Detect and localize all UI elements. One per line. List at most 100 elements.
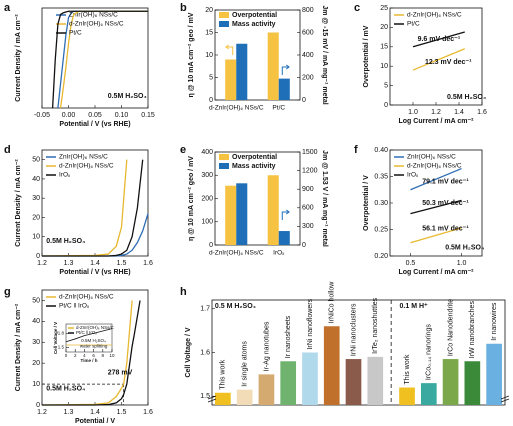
legend-label: Mass activity (232, 21, 276, 28)
y-tick-label: 0 (36, 253, 40, 260)
legend-label: ZnIr(OH)₆ NSs/C (407, 154, 456, 161)
x-tick-label: 1.4 (90, 260, 100, 267)
bar-label: IrTe₂ nanoshuttles (372, 297, 379, 354)
legend-swatch (219, 163, 229, 169)
y-tick-label: 15 (380, 44, 388, 51)
y-tick-label: 100 (201, 219, 213, 226)
y-tick-label: 0 (209, 97, 213, 104)
y-tick-label: 1.8 (58, 331, 65, 336)
panel-letter: d (4, 144, 11, 156)
legend-label: ZnIr(OH)₆ NSs/C (69, 12, 118, 19)
annotation: 56.1 mV dec⁻¹ (422, 225, 469, 232)
y-tick-label: 40 (32, 176, 40, 183)
y2-tick-label: 600 (302, 205, 314, 212)
bar (367, 356, 384, 405)
y2-tick-label: 800 (302, 7, 314, 14)
annotation: 0.5M H₂SO₄ (81, 338, 106, 343)
y-axis-title: Current Density / mA cm⁻² (15, 159, 22, 247)
bar-label: Ir nanowires (491, 302, 498, 341)
y-tick-label: 10 (32, 234, 40, 241)
x-axis-title: Potential / V (vs RHE) (59, 121, 130, 128)
y-axis-title: Overpotential / mV (363, 25, 370, 87)
x-tick-label: 1.6 (477, 109, 487, 116)
y-tick-label: 50 (32, 297, 40, 304)
y2-tick-label: 0 (302, 97, 306, 104)
bar (225, 59, 237, 100)
bar (464, 361, 481, 405)
y2-tick-label: 1200 (302, 167, 318, 174)
panel-letter: g (4, 286, 11, 298)
y-tick-label: 20 (32, 214, 40, 221)
y-axis-title: Current Density / mA cm⁻² (15, 14, 22, 102)
bar (486, 343, 502, 405)
data-line (412, 31, 465, 48)
legend-label: ZnIr(OH)₆ NSs/C (59, 154, 108, 161)
legend-label: IrOₓ (59, 172, 71, 179)
annotation: 12.3 mV dec⁻¹ (425, 59, 472, 66)
panel: f 0.5 1.0 0.20 0.25 0.30 0.35 0.40 Log Current /… (354, 144, 484, 276)
legend-label: d-ZnIr(OH)₆ NSs/C (407, 163, 462, 170)
y2-tick-label: 0 (302, 242, 306, 249)
bar (215, 392, 231, 405)
annotation: 0.5M H₂SO₄ (46, 386, 85, 393)
bar (267, 32, 279, 100)
y-tick-label: 1.7 (200, 306, 210, 313)
arrow (225, 189, 234, 200)
panel-letter: e (180, 144, 186, 156)
y-axis-title: Overpotential / V (363, 175, 370, 231)
legend-swatch (219, 154, 229, 160)
annotation: 9.6 mV dec⁻¹ (418, 36, 461, 43)
y-tick-label: 0 (209, 242, 213, 249)
bar-label: IrW nanobranches (469, 301, 476, 359)
bar-label: IrCo Nanodendrite (447, 299, 454, 356)
x-tick-label: 0.05 (88, 112, 102, 119)
y-tick-label: 50 (32, 156, 40, 163)
y-tick-label: 5 (209, 74, 213, 81)
y2-axis-title: Jm @ 1.53 V / mA mg⁻¹ metal (321, 150, 328, 247)
legend-label: d-ZnIr(OH)₆ NSs/C (59, 163, 114, 170)
axis-break (207, 395, 217, 403)
panel-letter: f (354, 144, 358, 156)
x-tick-label: 1.5 (117, 260, 127, 267)
y-tick-label: 5 (384, 82, 388, 89)
plot-frame (389, 149, 483, 257)
bar (345, 359, 362, 405)
y-tick-label: 200 (201, 195, 213, 202)
y-tick-label: 0.35 (374, 173, 388, 180)
y-tick-label: 20 (32, 360, 40, 367)
x-tick-label: d-ZnIr(OH)₆ NSs/C (209, 105, 264, 112)
x-tick-label: IrOₓ (273, 250, 285, 257)
panel: a -0.05 0.00 0.05 0.10 0.15 Potential / V (vs … (4, 2, 155, 128)
plot-frame (41, 149, 149, 257)
bar-label: Ir nanosheets (285, 315, 292, 358)
annotation: water splitting (80, 344, 108, 349)
y2-axis-title: Jm @ -15 mV / mA mg⁻¹ metal (321, 5, 328, 104)
y-tick-label: 0.40 (374, 147, 388, 154)
data-line (410, 227, 462, 244)
y-tick-label: 0.30 (374, 200, 388, 207)
bar (278, 231, 290, 245)
legend-label: d-ZnIr(OH)₆ NSs/C (59, 294, 114, 301)
x-tick-label: 4 (83, 353, 86, 358)
x-tick-label: 1.3 (64, 409, 74, 416)
annotation: 0.5 M H₂SO₄ (215, 303, 256, 310)
y-tick-label: 25 (380, 5, 388, 12)
x-axis-title: Potential / V (vs RHE) (59, 269, 130, 276)
y-tick-label: 10 (32, 381, 40, 388)
bar (278, 78, 290, 100)
bar (280, 361, 297, 405)
y2-tick-label: 400 (302, 52, 314, 59)
y-tick-label: 15 (205, 29, 213, 36)
x-tick-label: 0.10 (115, 112, 129, 119)
data-line (410, 199, 462, 215)
y-tick-label: 30 (32, 339, 40, 346)
y-tick-label: 0 (384, 102, 388, 109)
annotation: 0.5M H₂SO₄ (46, 238, 85, 245)
x-tick-label: 1.5 (117, 409, 127, 416)
y-tick-label: 0 (36, 402, 40, 409)
x-axis-title: Log Current / mA cm⁻² (399, 269, 475, 276)
axis-break (500, 395, 510, 403)
bar-label: Ir-Ag nanotubes (263, 321, 270, 371)
